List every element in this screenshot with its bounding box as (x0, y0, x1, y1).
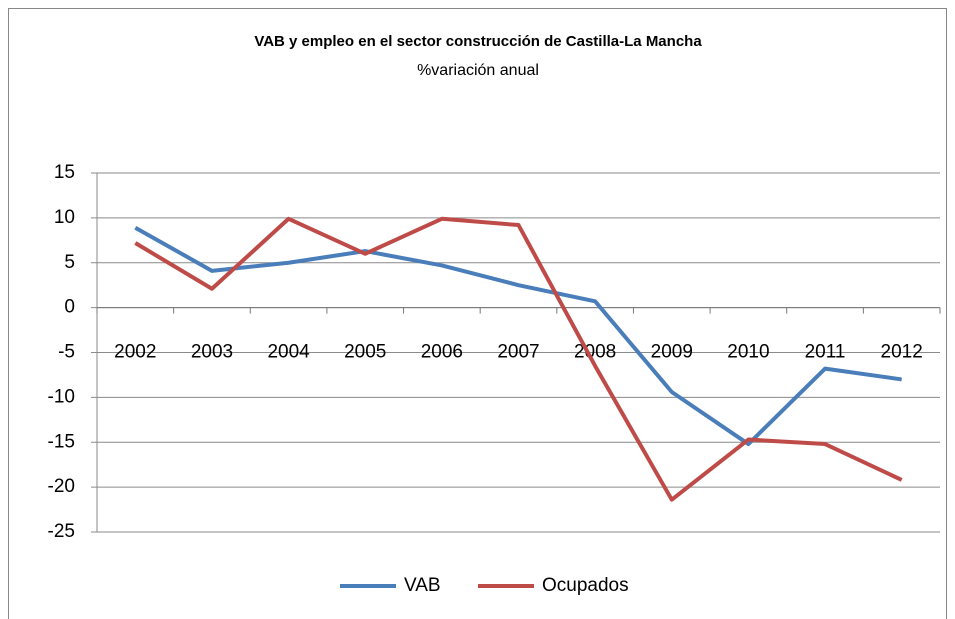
x-tick-label: 2007 (497, 342, 539, 363)
y-tick-label: -5 (58, 342, 75, 363)
x-tick-label: 2012 (881, 342, 923, 363)
x-tick-label: 2003 (191, 342, 233, 363)
y-tick-label: 5 (64, 252, 75, 273)
y-tick-label: -20 (48, 476, 75, 497)
chart-border (8, 8, 947, 619)
y-tick-label: -15 (48, 431, 75, 452)
x-tick-label: 2006 (421, 342, 463, 363)
x-tick-label: 2008 (574, 342, 616, 363)
y-tick-label: 0 (64, 297, 75, 318)
x-tick-label: 2011 (805, 342, 846, 363)
x-tick-label: 2010 (727, 342, 769, 363)
y-tick-label: 15 (54, 162, 75, 183)
line-series (134, 226, 902, 447)
x-tick-label: 2004 (267, 342, 310, 363)
legend-label: VAB (404, 575, 441, 596)
y-tick-label: -25 (48, 521, 75, 542)
chart-subtitle: %variación anual (417, 62, 539, 79)
line-series (134, 216, 903, 502)
legend-label: Ocupados (542, 575, 629, 596)
x-tick-label: 2009 (651, 342, 693, 363)
y-tick-label: 10 (54, 207, 75, 228)
y-tick-label: -10 (48, 386, 75, 407)
chart-title: VAB y empleo en el sector construcción d… (254, 33, 702, 50)
x-tick-label: 2005 (344, 342, 386, 363)
x-tick-label: 2002 (114, 342, 156, 363)
